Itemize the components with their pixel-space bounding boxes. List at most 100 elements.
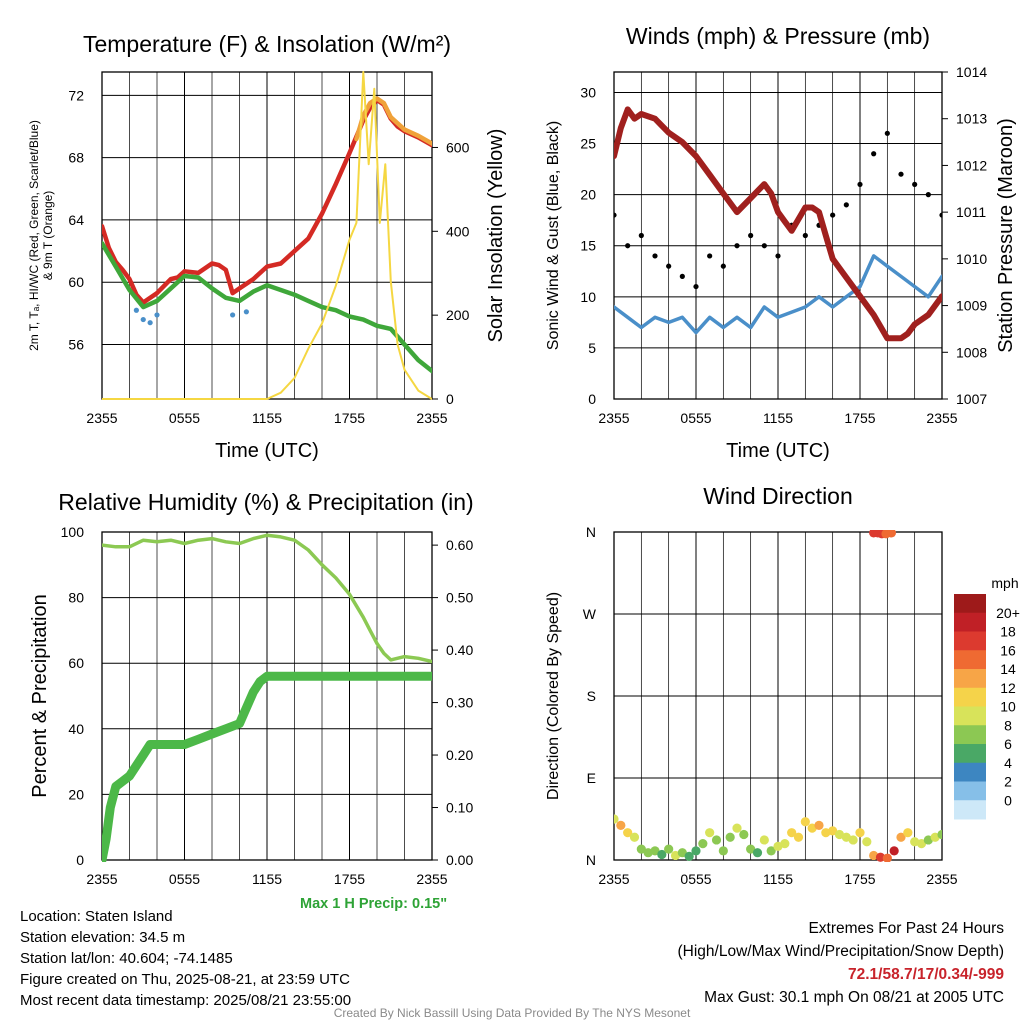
windchill-point [133,307,139,313]
x-tick-label: 2355 [86,410,117,426]
station-info: Location: Staten Island Station elevatio… [20,906,351,1011]
direction-point [759,835,769,845]
gust-point [679,273,685,279]
direction-point [889,846,899,856]
gust-point [857,181,863,188]
y2-tick-label: 1012 [956,157,987,173]
x-tick-label: 1155 [763,410,793,426]
series-station-pressure [614,106,942,342]
elevation-text: Station elevation: 34.5 m [20,929,186,946]
series-sonic-wind [614,254,942,335]
max-precip-annotation: Max 1 H Precip: 0.15" [300,896,448,912]
gust-point [761,243,767,249]
windchill-point [230,312,236,318]
gust-point [802,232,808,239]
direction-point [691,846,701,856]
colorbar-swatch [954,744,986,764]
x-tick-label: 1755 [844,871,875,887]
y2-tick-label: 0.20 [446,747,473,763]
y-tick-label: 60 [68,274,84,290]
chart-title: Wind Direction [703,483,853,509]
chart-title: Relative Humidity (%) & Precipitation (i… [58,489,473,515]
colorbar-swatch [954,612,986,632]
y-tick-label: 80 [68,590,84,606]
y-tick-label: 20 [580,187,596,203]
y-tick-label: 5 [588,340,596,356]
series-group [102,533,432,862]
chart-title: Temperature (F) & Insolation (W/m²) [83,31,451,57]
gust-point [939,212,942,218]
y2-tick-label: 1007 [956,391,987,407]
direction-point [937,829,942,840]
y2-tick-label: 0.10 [446,800,473,816]
y-tick-label: 30 [580,84,596,100]
y-tick-label: 68 [68,150,84,166]
direction-point [916,839,927,849]
y2-tick-label: 1009 [956,298,987,314]
y2-tick-label: 600 [446,139,470,155]
colorbar-label: 8 [1004,717,1012,733]
plot-frame [101,531,433,861]
gust-point [638,232,644,239]
y2-axis-label: Station Pressure (Maroon) [995,118,1017,353]
gust-point [748,232,754,239]
y-axis-label: & 9m T (Orange) [41,191,55,281]
direction-point [855,828,865,838]
gust-point [898,171,904,177]
series-solar-insolation [102,71,432,400]
chart-title: Winds (mph) & Pressure (mb) [626,23,930,49]
direction-point [814,820,824,830]
x-tick-label: 0555 [680,410,711,426]
y2-tick-label: 1011 [956,204,986,220]
x-tick-label: 1155 [252,871,282,887]
colorbar-label: 6 [1004,736,1012,752]
y-tick-label: 40 [68,721,84,737]
direction-point [903,828,913,838]
colorbar-swatch [954,762,986,782]
y-tick-label: E [587,770,596,786]
colorbar-label: 10 [1000,699,1016,715]
direction-point [623,828,633,838]
windchill-point [154,312,160,318]
latlon-text: Station lat/lon: 40.604; -74.1485 [20,950,233,967]
direction-point [629,832,640,842]
x-tick-label: 0555 [680,871,711,887]
colorbar: mph 20+ 18 16 14 12 10 8 6 4 2 0 [954,575,1020,820]
direction-point [614,814,619,824]
colorbar-label: 0 [1004,792,1012,808]
y-tick-label: N [586,524,596,540]
y2-tick-label: 0.50 [446,590,473,606]
y-tick-label: 0 [588,391,596,407]
panel-winds: Winds (mph) & Pressure (mb) 2355 0555 1155 1… [545,23,1017,462]
direction-point [828,826,838,836]
y-tick-label: W [583,606,597,622]
panel-humidity: Relative Humidity (%) & Precipitation (i… [29,489,474,887]
gust-point [720,263,726,269]
credit-text: Created By Nick Bassill Using Data Provi… [333,1006,691,1020]
direction-point [882,853,892,862]
x-axis-label: Time (UTC) [726,440,830,462]
series-group [614,106,942,342]
colorbar-swatch [954,706,986,726]
y-axis-label: Sonic Wind & Gust (Blue, Black) [545,121,562,350]
direction-point [725,832,735,842]
location-text: Location: Staten Island [20,908,173,925]
direction-point [657,849,667,860]
x-tick-label: 0555 [169,871,200,887]
direction-point [780,839,790,849]
colorbar-title: mph [991,575,1018,591]
series-td [102,241,432,374]
series-group [102,71,432,400]
y-tick-label: 72 [68,87,84,103]
direction-point [862,837,872,847]
y-axis-label: Direction (Colored By Speed) [545,592,562,800]
series-precipitation [102,671,432,862]
y-tick-label: 25 [580,136,596,152]
extremes-subheader: (High/Low/Max Wind/Precipitation/Snow De… [677,943,1005,960]
panel-temperature: Temperature (F) & Insolation (W/m²) 2355 0… [27,31,507,462]
direction-point [787,828,797,838]
colorbar-label: 18 [1000,624,1016,640]
y-tick-label: 56 [68,337,84,353]
gust-point [830,212,836,218]
colorbar-label: 12 [1000,680,1016,696]
